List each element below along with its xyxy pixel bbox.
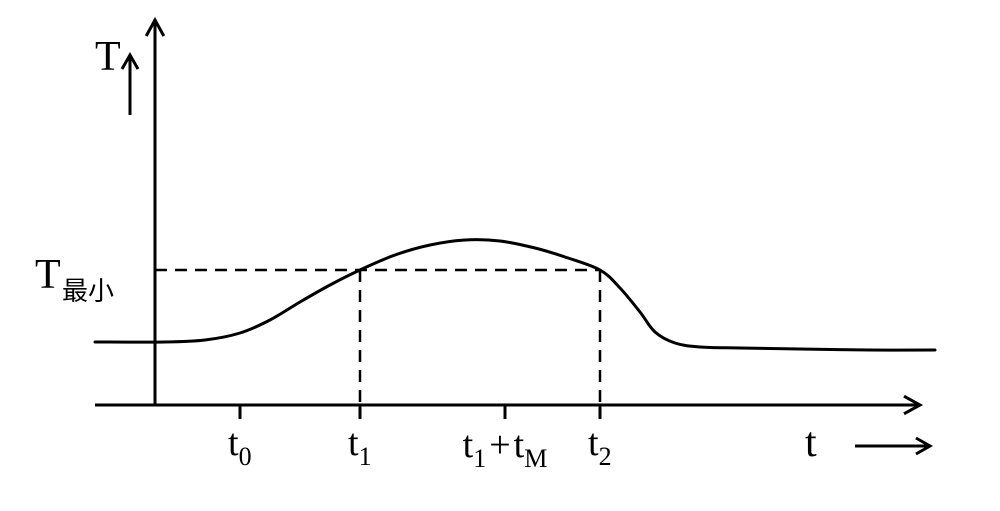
x-tick-label: t1+tM [463, 424, 548, 473]
x-ticks: t0 t1 t1+tM t2 [228, 405, 612, 473]
signal-curve [95, 240, 935, 350]
diagram-canvas: T t T 最小 t0 t1 t1+tM t2 [0, 0, 1000, 511]
x-tick-label: t1 [348, 422, 372, 471]
threshold-label-sub: 最小 [62, 277, 114, 306]
x-tick-label: t2 [588, 422, 612, 471]
threshold-label: T [35, 252, 61, 298]
x-axis-label: t [805, 420, 817, 466]
x-tick-label: t0 [228, 422, 252, 471]
y-axis-label: T [95, 34, 121, 80]
